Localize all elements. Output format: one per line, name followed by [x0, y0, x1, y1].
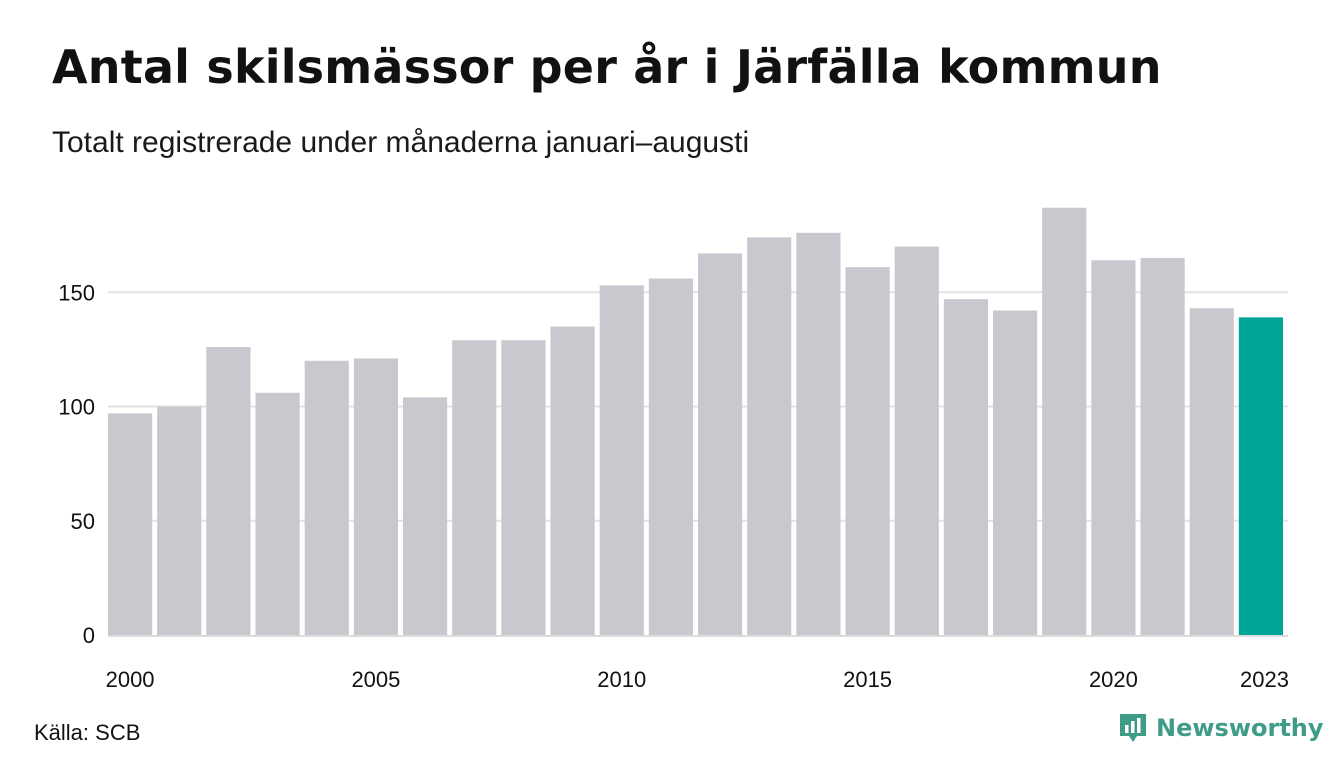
newsworthy-brand[interactable]: Newsworthy [1118, 712, 1324, 744]
bar-2009 [550, 326, 595, 635]
x-tick-label: 2023 [1240, 667, 1289, 692]
y-tick-label: 100 [58, 395, 95, 420]
y-tick-label: 50 [71, 509, 95, 534]
bars [108, 207, 1283, 636]
bar-2011 [648, 278, 693, 635]
source-note: Källa: SCB [34, 720, 141, 745]
bar-2022 [1189, 308, 1234, 635]
x-tick-label: 2015 [843, 667, 892, 692]
bar-2006 [403, 397, 448, 635]
y-axis-ticks: 0 50 100 150 [58, 280, 95, 648]
bar-2015 [845, 267, 890, 635]
bar-2007 [452, 340, 497, 635]
bar-2004 [304, 360, 349, 635]
bar-2003 [255, 392, 300, 635]
brand-name: Newsworthy [1156, 714, 1324, 742]
bar-2002 [206, 347, 251, 635]
y-tick-label: 0 [83, 623, 95, 648]
x-tick-label: 2020 [1089, 667, 1138, 692]
bar-2008 [501, 340, 546, 635]
bar-2016 [894, 246, 939, 636]
bar-chart: 0 50 100 150 2000 2005 2010 2015 2020 2023 [58, 207, 1289, 692]
bar-2014 [796, 232, 841, 635]
bar-2012 [698, 253, 743, 635]
bar-2018 [993, 310, 1038, 635]
bar-2010 [599, 285, 644, 635]
bar-2019 [1042, 207, 1087, 635]
x-tick-label: 2010 [597, 667, 646, 692]
x-tick-label: 2005 [351, 667, 400, 692]
x-axis-ticks: 2000 2005 2010 2015 2020 2023 [106, 667, 1289, 692]
x-tick-label: 2000 [106, 667, 155, 692]
chart-title: Antal skilsmässor per år i Järfälla komm… [52, 40, 1162, 94]
bar-2021 [1140, 257, 1185, 635]
bar-2005 [353, 358, 398, 635]
bar-2023 [1238, 317, 1283, 635]
bar-2000 [108, 413, 153, 635]
bar-2013 [747, 237, 792, 635]
bar-2001 [157, 406, 202, 635]
bar-2017 [943, 299, 988, 635]
bar-2020 [1091, 260, 1136, 635]
newsworthy-logo-icon [1120, 714, 1146, 742]
chart-subtitle: Totalt registrerade under månaderna janu… [52, 126, 750, 159]
y-tick-label: 150 [58, 280, 95, 305]
